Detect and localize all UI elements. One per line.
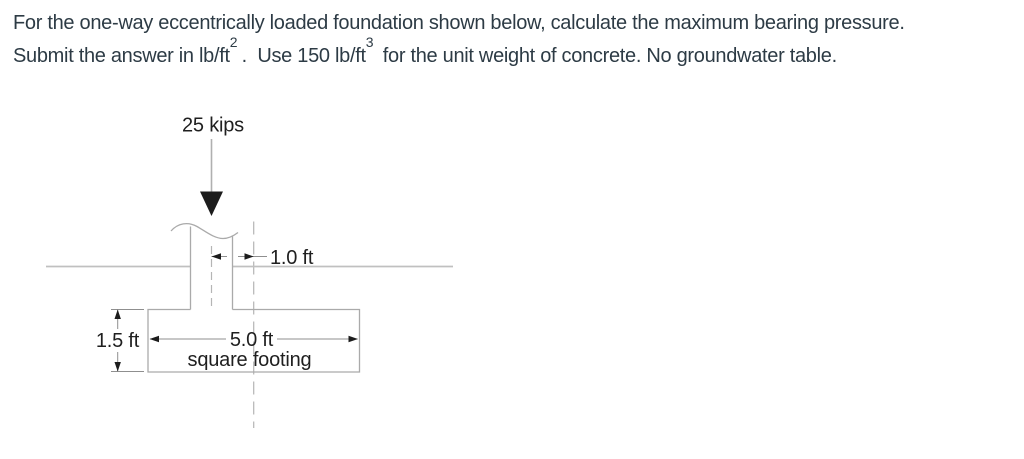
footing-outline: [147, 308, 361, 373]
problem-line-2-part-c: for the unit weight of concrete. No grou…: [377, 45, 837, 67]
problem-line-2: Submit the answer in lb/ft2. Use 150 lb/…: [13, 35, 905, 73]
problem-line-1: For the one-way eccentrically loaded fou…: [13, 12, 905, 34]
eccentricity-label: 1.0 ft: [270, 247, 314, 269]
column-break-line: [170, 222, 239, 240]
ecc-dim-arrowhead-left-icon: [211, 253, 221, 260]
thickness-dim-arrowhead-down-icon: [114, 362, 121, 372]
width-dim-arrowhead-left-icon: [149, 335, 159, 343]
width-dim-arrowhead-right-icon: [348, 335, 358, 343]
ecc-dim-arrowhead-right-icon: [244, 253, 254, 260]
unit-superscript-2: 2: [229, 34, 238, 51]
problem-line-2-part-a: Submit the answer in lb/ft: [13, 45, 230, 67]
unit-superscript-3: 3: [365, 34, 374, 51]
thickness-label: 1.5 ft: [96, 330, 140, 352]
load-label: 25 kips: [182, 115, 244, 137]
problem-statement: For the one-way eccentrically loaded fou…: [13, 7, 905, 73]
load-arrowhead-icon: [200, 191, 223, 216]
thickness-dim-arrowhead-up-icon: [114, 309, 121, 319]
problem-line-2-part-b: . Use 150 lb/ft: [241, 45, 366, 67]
width-label: 5.0 ft: [230, 329, 274, 351]
footing-type-label: square footing: [188, 349, 312, 371]
